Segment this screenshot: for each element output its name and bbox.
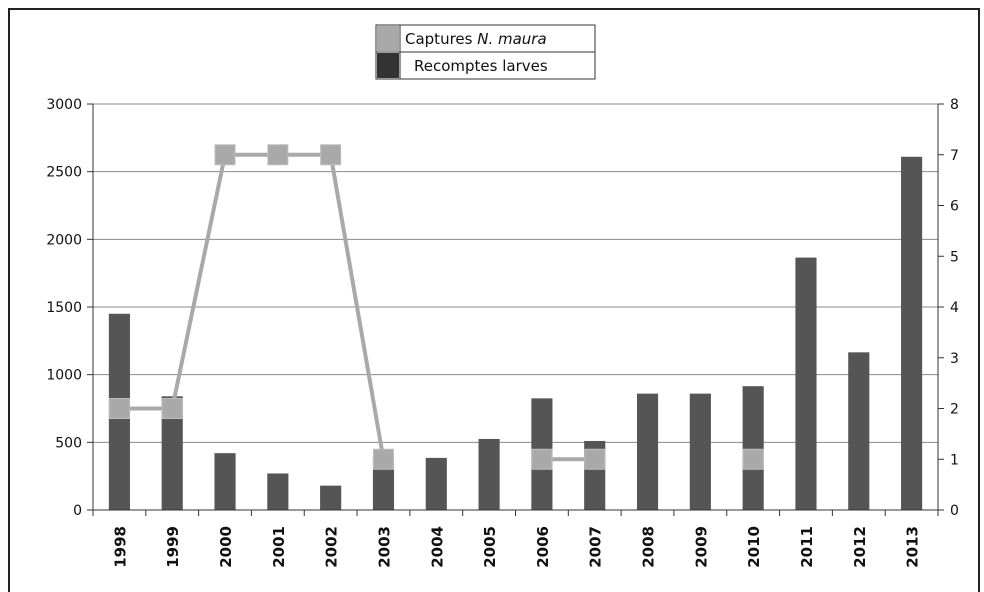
bar: [689, 393, 711, 510]
axes: 0 500 1000 1500 2000 2500 3000 0 1 2 3 4 5 6 7 8 1998 199…: [46, 97, 959, 568]
bar: [795, 257, 817, 510]
y-left-tick-label: 500: [55, 435, 82, 451]
line-marker: [214, 144, 236, 166]
legend: Captures N. maura Recomptes larves: [375, 24, 596, 80]
bar: [636, 393, 659, 510]
legend-swatch-larves: [377, 53, 399, 78]
line-marker: [108, 398, 130, 419]
x-tick-label: 2007: [587, 526, 605, 568]
x-tick-label: 1998: [111, 526, 129, 568]
y-right-tick-label: 5: [950, 249, 959, 265]
bar: [478, 438, 500, 510]
x-tick-label: 2000: [217, 526, 235, 568]
y-left-tick-label: 1500: [46, 300, 82, 316]
y-left-tick-label: 3000: [46, 97, 82, 113]
x-tick-label: 2002: [323, 526, 341, 568]
x-tick-label: 2010: [745, 526, 763, 568]
y-left-tick-label: 2500: [46, 165, 82, 181]
x-tick-label: 2001: [270, 526, 288, 568]
x-tick-label: 2008: [640, 526, 658, 568]
y-left-tick-label: 1000: [46, 368, 82, 384]
y-left-tick-label: 2000: [46, 232, 82, 248]
x-tick-label: 2011: [798, 526, 816, 568]
line-marker: [742, 448, 764, 470]
legend-label-captures: Captures N. maura: [405, 30, 547, 48]
x-tick-label: 2012: [851, 526, 869, 568]
legend-label-larves: Recomptes larves: [414, 57, 548, 75]
line-series: [108, 144, 764, 470]
bar: [742, 386, 764, 510]
line-marker: [161, 398, 183, 419]
x-tick-label: 1999: [164, 526, 182, 568]
bar: [848, 352, 870, 510]
bar: [214, 453, 236, 510]
bar: [320, 485, 342, 510]
legend-swatch-captures: [377, 26, 399, 51]
x-tick-label: 2004: [428, 526, 446, 568]
bar: [372, 457, 395, 510]
x-tick-label: 2006: [534, 526, 552, 568]
line-marker: [267, 144, 289, 166]
x-tick-label: 2009: [692, 526, 710, 568]
bar-series: [108, 156, 923, 510]
y-left-tick-label: 0: [73, 503, 82, 519]
bar: [901, 156, 923, 510]
y-right-tick-label: 1: [950, 452, 959, 468]
y-right-tick-label: 2: [950, 402, 959, 418]
bar: [161, 396, 183, 510]
y-right-tick-label: 8: [950, 97, 959, 113]
x-tick-label: 2013: [904, 526, 922, 568]
bar: [425, 457, 447, 510]
y-right-tick-label: 4: [950, 300, 959, 316]
bar: [267, 473, 289, 510]
y-right-tick-label: 6: [950, 199, 959, 215]
x-tick-label: 2005: [481, 526, 499, 568]
x-tick-label: 2003: [375, 526, 393, 568]
y-right-tick-label: 0: [950, 503, 959, 519]
line-marker: [372, 448, 394, 470]
line-marker: [320, 144, 342, 166]
line-marker: [531, 448, 553, 470]
line-marker: [584, 448, 606, 470]
y-right-tick-label: 7: [950, 148, 959, 164]
y-right-tick-label: 3: [950, 351, 959, 367]
